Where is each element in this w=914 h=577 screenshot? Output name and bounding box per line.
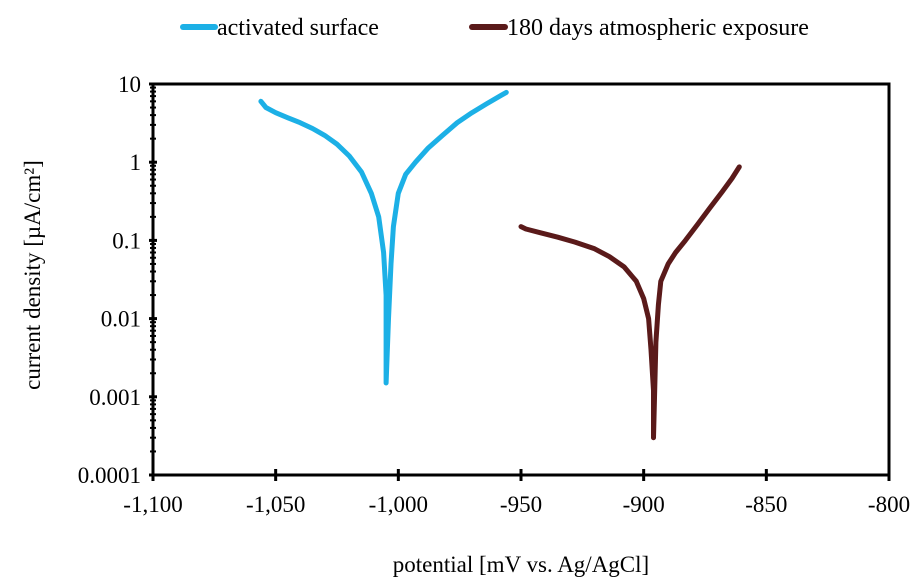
data-series (258, 89, 742, 441)
y-tick-label: 0.1 (112, 228, 141, 253)
series-line-0 (258, 89, 509, 386)
series-line-1 (518, 164, 742, 441)
legend: activated surface 180 days atmospheric e… (180, 15, 809, 41)
x-tick-label: -900 (623, 492, 665, 517)
x-tick-label: -1,050 (246, 492, 305, 517)
y-tick-label: 1 (130, 150, 142, 175)
x-tick-label: -950 (500, 492, 542, 517)
x-axis-ticks (151, 469, 891, 481)
x-tick-label: -1,100 (123, 492, 182, 517)
x-tick-label: -800 (868, 492, 910, 517)
y-tick-label: 10 (118, 72, 141, 97)
x-tick-label: -850 (745, 492, 787, 517)
x-axis-label: potential [mV vs. Ag/AgCl] (393, 552, 649, 577)
plot-frame (151, 82, 891, 477)
y-axis-tick-labels: 0.0001 0.001 0.01 0.1 1 10 (78, 72, 141, 488)
y-axis-ticks (149, 82, 157, 477)
legend-label-180-days: 180 days atmospheric exposure (507, 15, 809, 41)
x-axis-tick-labels: -1,100 -1,050 -1,000 -950 -900 -850 -800 (123, 492, 910, 517)
legend-label-activated-surface: activated surface (217, 15, 379, 41)
y-axis-label: current density [µA/cm²] (20, 160, 45, 390)
y-tick-label: 0.001 (89, 385, 141, 410)
y-tick-label: 0.0001 (78, 463, 141, 488)
y-tick-label: 0.01 (101, 307, 141, 332)
x-tick-label: -1,000 (369, 492, 428, 517)
